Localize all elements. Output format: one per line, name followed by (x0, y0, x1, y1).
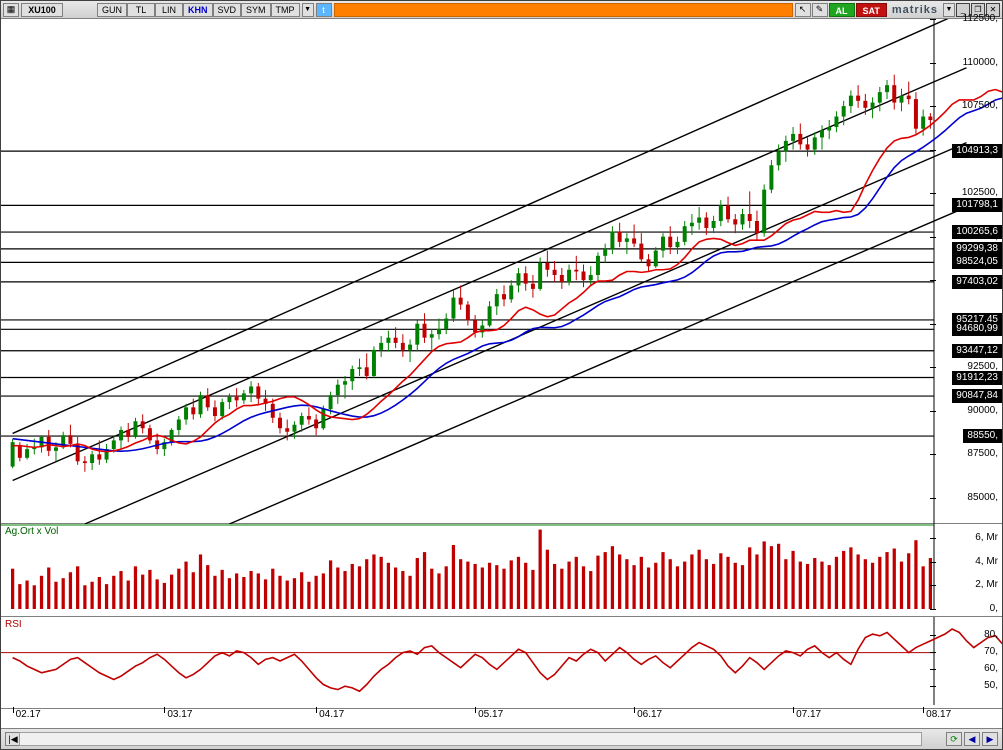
h-scrollbar[interactable] (19, 732, 922, 746)
price-ytick: 85000, (967, 492, 998, 504)
volume-chart-svg (1, 524, 1002, 609)
scroll-left-button[interactable]: ◀ (964, 732, 980, 746)
pencil-tool-icon[interactable]: ✎ (812, 3, 828, 17)
toolbar-dropdown[interactable]: ▼ (302, 3, 314, 17)
x-axis: 02.17 03.17 04.17 05.17 06.17 07.17 08.17 (1, 709, 1002, 729)
tb-btn-khn[interactable]: KHN (183, 3, 213, 17)
vol-ytick: 6, Mr (975, 532, 998, 544)
x-tick: 02.17 (13, 709, 41, 720)
price-level-label: 100265,6 (952, 225, 1002, 239)
x-tick: 04.17 (316, 709, 344, 720)
al-badge: AL (829, 3, 855, 17)
rsi-ytick: 70, (984, 646, 998, 658)
rsi-chart-svg (1, 617, 1002, 705)
chart-window: ▦ XU100 GUNTLLINKHNSVDSYMTMP ▼ t ↖ ✎ AL … (0, 0, 1003, 750)
x-tick: 03.17 (164, 709, 192, 720)
rsi-ytick: 80, (984, 629, 998, 641)
tb-btn-gun[interactable]: GUN (97, 3, 127, 17)
x-tick: 07.17 (793, 709, 821, 720)
tb-btn-svd[interactable]: SVD (213, 3, 242, 17)
scroll-right-button[interactable]: ▶ (982, 732, 998, 746)
price-level-label: 90847,84 (952, 389, 1002, 403)
vol-ytick: 4, Mr (975, 556, 998, 568)
toolbar: ▦ XU100 GUNTLLINKHNSVDSYMTMP ▼ t ↖ ✎ AL … (1, 1, 1002, 19)
price-ytick: 90000, (967, 405, 998, 417)
price-level-label: 97403,02 (952, 275, 1002, 289)
brand-label: matriks (888, 4, 942, 16)
price-chart-panel: 85000,87500,90000,92500,95000,97500,1000… (1, 19, 1002, 524)
twitter-icon[interactable]: t (316, 3, 332, 17)
price-level-label: 104913,3 (952, 144, 1002, 158)
price-level-label: 101798,1 (952, 198, 1002, 212)
volume-panel-title: Ag.Ort x Vol (5, 526, 58, 537)
price-ytick: 102500, (962, 187, 998, 199)
bottom-bar: |◀ ⟳ ◀ ▶ (1, 729, 1002, 749)
price-chart-svg (1, 19, 1002, 524)
toolbar-logo-icon: ▦ (3, 3, 19, 17)
tb-btn-sym[interactable]: SYM (241, 3, 271, 17)
vol-ytick: 2, Mr (975, 579, 998, 591)
toolbar-spacer (334, 3, 793, 17)
volume-panel: Ag.Ort x Vol 0, 2, Mr 4, Mr 6, Mr (1, 524, 1002, 617)
price-level-label: 88550, (963, 429, 1002, 443)
sat-badge: SAT (856, 3, 887, 17)
x-tick: 08.17 (923, 709, 951, 720)
x-tick: 05.17 (475, 709, 503, 720)
price-ytick: 112500, (963, 13, 998, 25)
ticker-label: XU100 (21, 3, 63, 17)
rsi-panel: RSI 50, 60, 70, 80, (1, 617, 1002, 710)
price-level-label: 94680,99 (952, 322, 1002, 336)
tb-btn-tl[interactable]: TL (127, 3, 155, 17)
price-level-label: 98524,05 (952, 255, 1002, 269)
pointer-tool-icon[interactable]: ↖ (795, 3, 811, 17)
price-level-label: 93447,12 (952, 344, 1002, 358)
brand-dropdown[interactable]: ▼ (943, 3, 955, 17)
price-ytick: 87500, (967, 448, 998, 460)
price-level-label: 91912,23 (952, 371, 1002, 385)
rsi-ytick: 60, (984, 663, 998, 675)
vol-ytick: 0, (990, 603, 998, 615)
price-ytick: 110000, (963, 57, 998, 69)
tb-btn-tmp[interactable]: TMP (271, 3, 300, 17)
x-tick: 06.17 (634, 709, 662, 720)
refresh-icon[interactable]: ⟳ (946, 732, 962, 746)
price-level-label: 99299,38 (952, 242, 1002, 256)
tb-btn-lin[interactable]: LIN (155, 3, 183, 17)
rsi-panel-title: RSI (5, 619, 22, 630)
rsi-ytick: 50, (984, 680, 998, 692)
price-ytick: 107500, (962, 100, 998, 112)
